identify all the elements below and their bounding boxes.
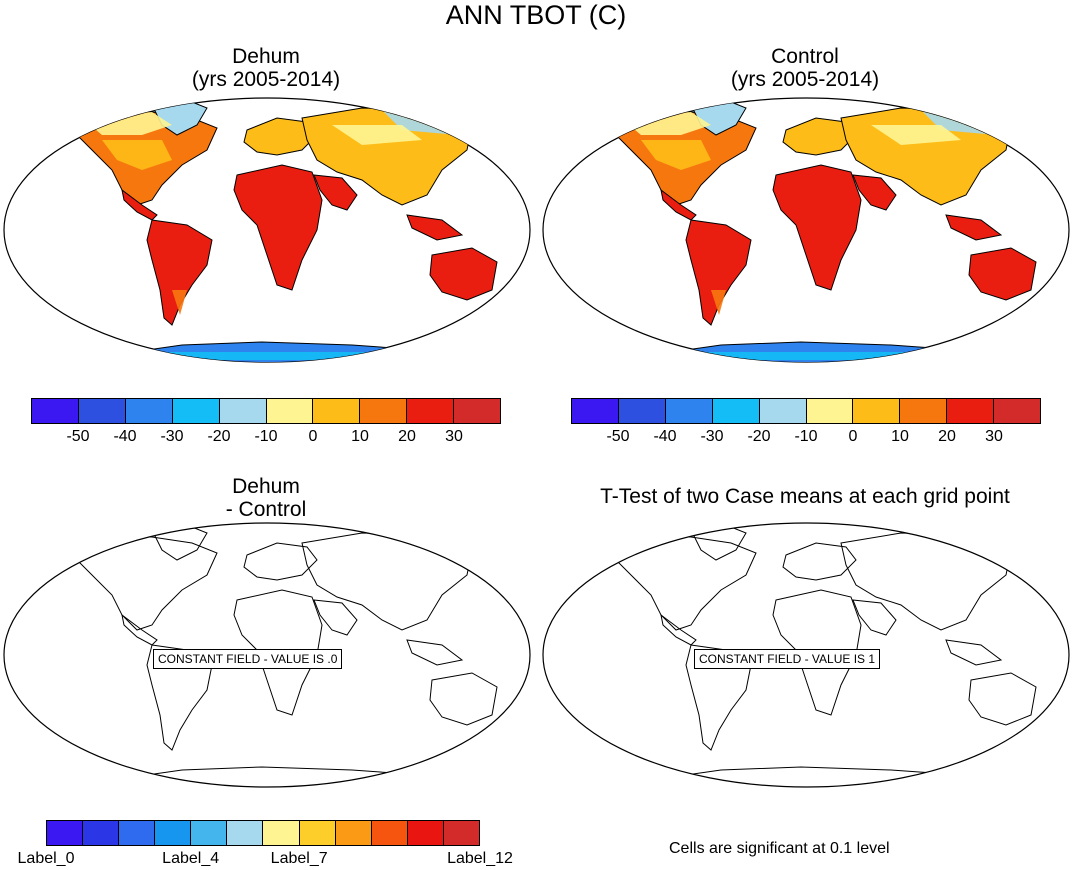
colorbar-cell bbox=[806, 399, 854, 423]
panel-title-line2: (yrs 2005-2014) bbox=[191, 68, 341, 91]
map-dehum bbox=[3, 97, 531, 363]
colorbar-tick-label: -40 bbox=[113, 428, 137, 445]
colorbar-cell bbox=[191, 821, 228, 845]
colorbar-tick-label: -30 bbox=[700, 428, 724, 445]
panel-title-line1: Control bbox=[771, 45, 839, 68]
colorbar-cell bbox=[335, 821, 372, 845]
colorbar-dehum-labels: -50 -40 -30 -20 -10 0 10 20 30 bbox=[31, 428, 501, 448]
colorbar-tick-label: -30 bbox=[160, 428, 184, 445]
colorbar-cell bbox=[266, 399, 314, 423]
colorbar-cell bbox=[219, 399, 267, 423]
colorbar-cell bbox=[407, 821, 444, 845]
colorbar-cell bbox=[443, 821, 479, 845]
constant-field-label-ttest: CONSTANT FIELD - VALUE IS 1 bbox=[694, 649, 881, 669]
colorbar-cell bbox=[32, 399, 79, 423]
colorbar-tick-label: 0 bbox=[308, 428, 318, 445]
colorbar-cell bbox=[712, 399, 760, 423]
colorbar-tick-label: -20 bbox=[207, 428, 231, 445]
panel-title-line2: (yrs 2005-2014) bbox=[730, 68, 880, 91]
panel-title-line2: - Control bbox=[225, 498, 307, 521]
colorbar-difference bbox=[46, 820, 480, 846]
colorbar-cell bbox=[371, 821, 408, 845]
colorbar-tick-label: -20 bbox=[747, 428, 771, 445]
colorbar-tick-label: -40 bbox=[653, 428, 677, 445]
colorbar-tick-label: 30 bbox=[985, 428, 1003, 445]
panel-title-difference: Dehum - Control bbox=[16, 475, 516, 521]
colorbar-cell bbox=[618, 399, 666, 423]
colorbar-tick-label: 0 bbox=[848, 428, 858, 445]
colorbar-tick-label: Label_0 bbox=[17, 850, 75, 867]
figure-title: ANN TBOT (C) bbox=[445, 0, 627, 30]
colorbar-cell bbox=[125, 399, 173, 423]
colorbar-cell bbox=[853, 399, 901, 423]
colorbar-cell bbox=[994, 399, 1041, 423]
colorbar-tick-label: Label_7 bbox=[270, 850, 328, 867]
constant-field-label-difference: CONSTANT FIELD - VALUE IS .0 bbox=[153, 649, 343, 669]
colorbar-tick-label: 20 bbox=[938, 428, 956, 445]
colorbar-cell bbox=[665, 399, 713, 423]
panel-title-dehum: Dehum (yrs 2005-2014) bbox=[16, 45, 516, 91]
colorbar-tick-label: 30 bbox=[445, 428, 463, 445]
colorbar-cell bbox=[759, 399, 807, 423]
colorbar-cell bbox=[78, 399, 126, 423]
colorbar-tick-label: -50 bbox=[606, 428, 630, 445]
colorbar-cell bbox=[155, 821, 192, 845]
colorbar-dehum bbox=[31, 398, 501, 424]
colorbar-cell bbox=[572, 399, 619, 423]
colorbar-cell bbox=[227, 821, 264, 845]
panel-title-line1: Dehum bbox=[232, 475, 300, 498]
panel-title-line1: Dehum bbox=[232, 45, 300, 68]
colorbar-cell bbox=[299, 821, 336, 845]
colorbar-cell bbox=[47, 821, 84, 845]
colorbar-cell bbox=[119, 821, 156, 845]
colorbar-cell bbox=[407, 399, 455, 423]
colorbar-difference-labels: Label_0 Label_4 Label_7 Label_12 bbox=[18, 850, 513, 870]
panel-title-control: Control (yrs 2005-2014) bbox=[555, 45, 1055, 91]
colorbar-tick-label: -50 bbox=[66, 428, 90, 445]
colorbar-cell bbox=[360, 399, 408, 423]
colorbar-cell bbox=[454, 399, 501, 423]
significance-note: Cells are significant at 0.1 level bbox=[669, 840, 890, 857]
colorbar-control bbox=[571, 398, 1041, 424]
colorbar-tick-label: 20 bbox=[398, 428, 416, 445]
colorbar-cell bbox=[83, 821, 120, 845]
colorbar-cell bbox=[263, 821, 300, 845]
colorbar-cell bbox=[172, 399, 220, 423]
colorbar-tick-label: -10 bbox=[794, 428, 818, 445]
colorbar-tick-label: 10 bbox=[351, 428, 369, 445]
map-control bbox=[542, 97, 1070, 363]
panel-title-ttest: T-Test of two Case means at each grid po… bbox=[540, 485, 1070, 508]
colorbar-cell bbox=[900, 399, 948, 423]
colorbar-cell bbox=[313, 399, 361, 423]
colorbar-control-labels: -50 -40 -30 -20 -10 0 10 20 30 bbox=[571, 428, 1041, 448]
colorbar-tick-label: Label_4 bbox=[162, 850, 220, 867]
colorbar-tick-label: -10 bbox=[254, 428, 278, 445]
colorbar-tick-label: Label_12 bbox=[447, 850, 513, 867]
colorbar-cell bbox=[947, 399, 995, 423]
panel-title-line1: T-Test of two Case means at each grid po… bbox=[600, 485, 1010, 508]
colorbar-tick-label: 10 bbox=[891, 428, 909, 445]
